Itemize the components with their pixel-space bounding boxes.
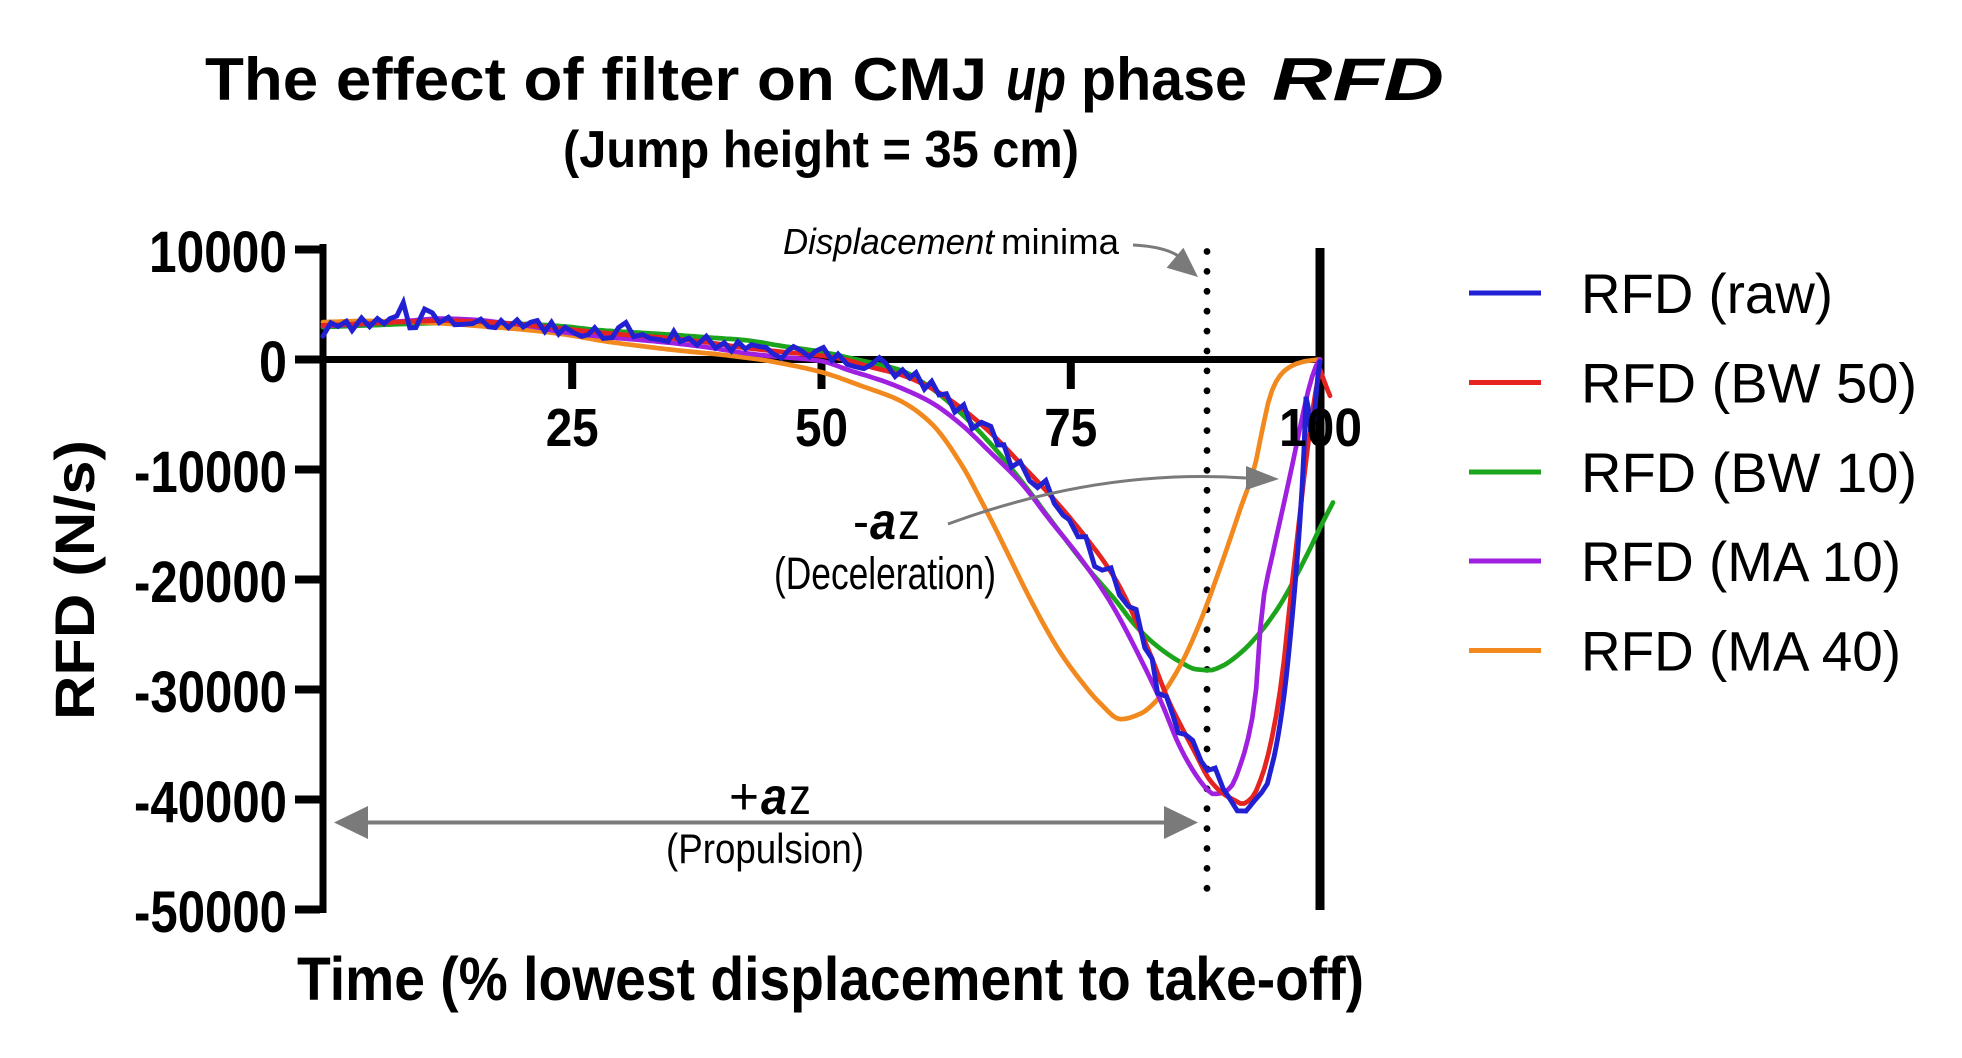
- svg-text:a: a: [761, 768, 787, 826]
- svg-text:75: 75: [1044, 398, 1097, 458]
- svg-text:(Deceleration): (Deceleration): [774, 548, 996, 599]
- svg-text:(Propulsion): (Propulsion): [666, 825, 864, 872]
- svg-text:-30000: -30000: [134, 660, 287, 725]
- svg-text:minima: minima: [1001, 221, 1120, 262]
- svg-text:z: z: [789, 768, 811, 826]
- svg-text:10000: 10000: [149, 220, 287, 285]
- svg-text:+: +: [729, 768, 759, 826]
- svg-text:RFD: RFD: [1272, 46, 1444, 113]
- svg-text:The effect of filter on CMJ: The effect of filter on CMJ: [205, 46, 987, 113]
- svg-text:RFD (MA 10): RFD (MA 10): [1581, 530, 1901, 593]
- svg-text:-: -: [853, 493, 869, 551]
- svg-text:25: 25: [546, 398, 599, 458]
- svg-text:-40000: -40000: [134, 770, 287, 835]
- svg-text:RFD (BW 50): RFD (BW 50): [1581, 352, 1917, 415]
- svg-text:RFD (raw): RFD (raw): [1581, 262, 1833, 325]
- svg-text:up: up: [1006, 46, 1066, 113]
- svg-text:Time (% lowest displacement to: Time (% lowest displacement to take-off): [297, 945, 1364, 1013]
- svg-text:RFD (BW 10): RFD (BW 10): [1581, 441, 1917, 504]
- svg-text:RFD (N/s): RFD (N/s): [43, 440, 106, 720]
- svg-text:z: z: [898, 493, 920, 551]
- svg-text:RFD (MA 40): RFD (MA 40): [1581, 620, 1901, 683]
- svg-text:0: 0: [259, 330, 287, 395]
- svg-text:Displacement: Displacement: [783, 221, 996, 262]
- svg-text:-50000: -50000: [134, 880, 287, 945]
- svg-text:-20000: -20000: [134, 550, 287, 615]
- svg-text:phase: phase: [1081, 46, 1247, 113]
- svg-text:50: 50: [795, 398, 848, 458]
- svg-text:a: a: [870, 493, 896, 551]
- svg-text:100: 100: [1279, 398, 1362, 458]
- svg-text:-10000: -10000: [134, 440, 287, 505]
- svg-text:(Jump height = 35 cm): (Jump height = 35 cm): [563, 121, 1079, 179]
